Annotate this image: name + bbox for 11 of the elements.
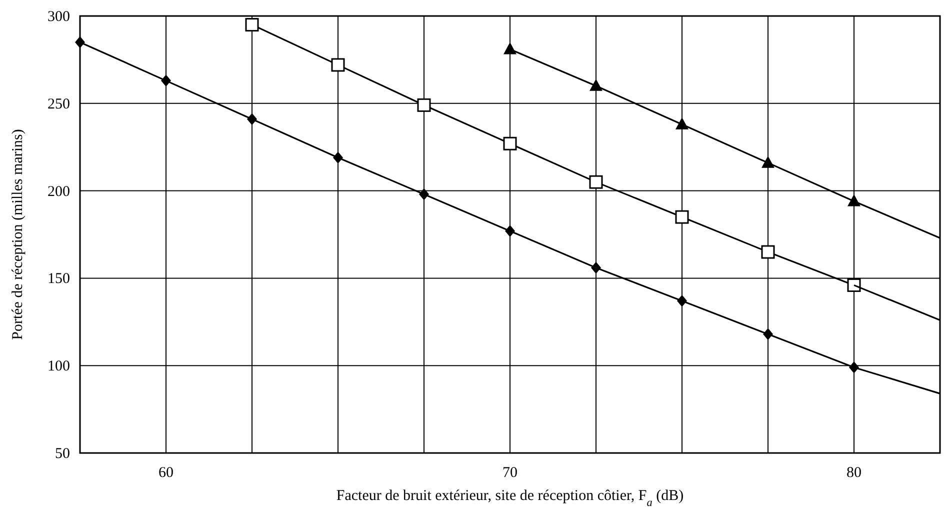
y-tick-label: 200 xyxy=(48,184,70,200)
y-axis-title: Portée de réception (milles marins) xyxy=(10,129,26,340)
x-tick-label: 70 xyxy=(502,465,518,481)
y-tick-label: 50 xyxy=(55,446,70,462)
y-tick-label: 100 xyxy=(48,358,70,375)
y-tick-label: 250 xyxy=(48,96,70,112)
y-tick-label: 300 xyxy=(48,9,70,25)
y-tick-label: 150 xyxy=(48,271,70,288)
x-tick-label: 60 xyxy=(158,465,174,481)
x-tick-label: 80 xyxy=(846,465,862,481)
x-axis-title: Facteur de bruit extérieur, site de réception côtier, F$_{a}$ (dB) xyxy=(336,488,684,507)
